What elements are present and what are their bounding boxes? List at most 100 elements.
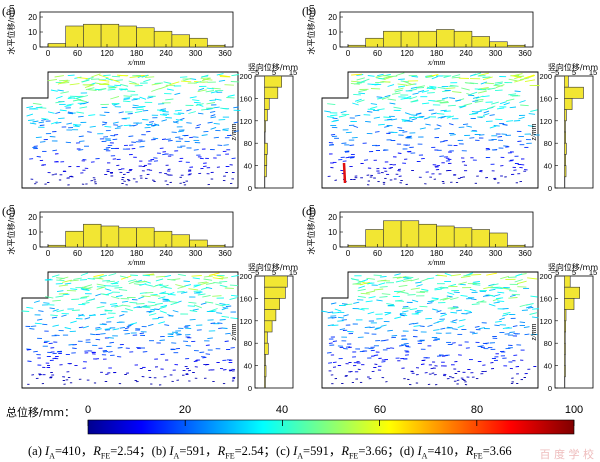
displacement-vector (359, 281, 370, 286)
side-ytick-label: 0 (548, 384, 552, 393)
displacement-vector (210, 322, 216, 324)
displacement-vector (122, 100, 131, 103)
displacement-vector (77, 77, 88, 80)
colorbar-tick-80: 80 (470, 404, 484, 416)
displacement-vector (351, 73, 363, 76)
displacement-vector (56, 277, 65, 279)
side-hist-bar (564, 131, 566, 144)
displacement-vector (469, 113, 477, 115)
top-hist-bar (418, 223, 437, 248)
top-hist-bar (100, 225, 120, 248)
displacement-vector (483, 286, 493, 290)
displacement-vector (68, 343, 74, 346)
displacement-vector (112, 121, 119, 124)
displacement-vector (123, 95, 132, 97)
displacement-vector (222, 303, 230, 306)
displacement-vector (471, 273, 482, 276)
displacement-vector (50, 121, 58, 125)
top-hist-bar (83, 223, 102, 248)
displacement-vector (384, 312, 392, 316)
displacement-vector (339, 328, 346, 331)
displacement-vector (394, 316, 402, 319)
displacement-vector (491, 101, 499, 105)
top-hist-bar (453, 227, 473, 248)
displacement-vector (210, 116, 217, 119)
displacement-vector (64, 105, 72, 107)
displacement-vector (205, 353, 211, 355)
displacement-vector (21, 310, 30, 312)
displacement-vector (488, 303, 496, 307)
displacement-vector (167, 278, 176, 281)
displacement-vector (340, 110, 347, 114)
side-hist-bar (264, 331, 268, 344)
displacement-vector (472, 282, 481, 285)
displacement-vector (502, 326, 510, 330)
displacement-vector (167, 314, 174, 317)
displacement-vector (78, 326, 84, 329)
displacement-vector (365, 120, 371, 123)
displacement-vector (79, 279, 88, 281)
displacement-vector (425, 123, 431, 126)
displacement-vector (410, 114, 418, 116)
side-xtick-label: −5 (251, 268, 260, 277)
displacement-vector (399, 313, 405, 317)
top-ytick-label: 20 (328, 13, 337, 22)
displacement-vector (79, 106, 88, 109)
displacement-vector (83, 284, 93, 288)
displacement-vector (45, 296, 54, 299)
displacement-vector (328, 362, 333, 364)
displacement-vector (527, 277, 538, 280)
displacement-vector (397, 152, 402, 154)
displacement-vector (440, 102, 449, 104)
displacement-vector (37, 318, 43, 321)
displacement-field (324, 72, 540, 186)
displacement-vector (100, 333, 106, 335)
colorbar-label: 总位移/mm： (6, 406, 76, 419)
displacement-vector (439, 155, 444, 157)
displacement-vector (172, 310, 179, 313)
side-hist-bar (264, 286, 286, 299)
displacement-vector (106, 316, 115, 319)
caption-part: =2.54；(b) (110, 444, 170, 458)
displacement-vector (215, 303, 224, 307)
displacement-vector (181, 291, 188, 294)
displacement-vector (206, 87, 214, 90)
displacement-vector (211, 87, 221, 90)
caption-part: =591， (303, 444, 342, 458)
displacement-vector (405, 83, 415, 87)
displacement-vector (373, 288, 384, 291)
displacement-vector (327, 324, 334, 327)
displacement-vector (91, 73, 101, 78)
displacement-vector (402, 310, 409, 313)
displacement-vector (67, 74, 75, 77)
displacement-vector (446, 115, 455, 119)
displacement-vector (154, 82, 163, 84)
displacement-vector (192, 277, 200, 280)
displacement-vector (465, 82, 475, 85)
displacement-vector (431, 297, 439, 300)
top-xtick-label: 120 (400, 249, 414, 258)
displacement-vector (121, 304, 131, 307)
side-xtick-label: 5 (572, 268, 576, 277)
displacement-vector (426, 86, 434, 89)
side-ytick-label: 40 (244, 162, 252, 171)
displacement-vector (227, 94, 235, 97)
displacement-vector (477, 90, 487, 94)
side-xtick-label: 15 (589, 68, 597, 77)
displacement-vector (141, 295, 151, 298)
displacement-vector (447, 307, 456, 309)
displacement-vector (398, 78, 405, 80)
displacement-vector (188, 288, 199, 291)
displacement-vector (446, 295, 453, 298)
displacement-vector (330, 302, 337, 305)
top-xtick-label: 60 (373, 49, 382, 58)
side-xtick-label: 15 (289, 268, 297, 277)
displacement-vector (72, 99, 82, 102)
displacement-vector (158, 321, 166, 325)
side-ylabel: z/mm (529, 123, 538, 141)
displacement-vector (474, 98, 484, 101)
displacement-vector (524, 74, 535, 79)
displacement-vector (109, 341, 115, 344)
displacement-vector (159, 291, 167, 295)
